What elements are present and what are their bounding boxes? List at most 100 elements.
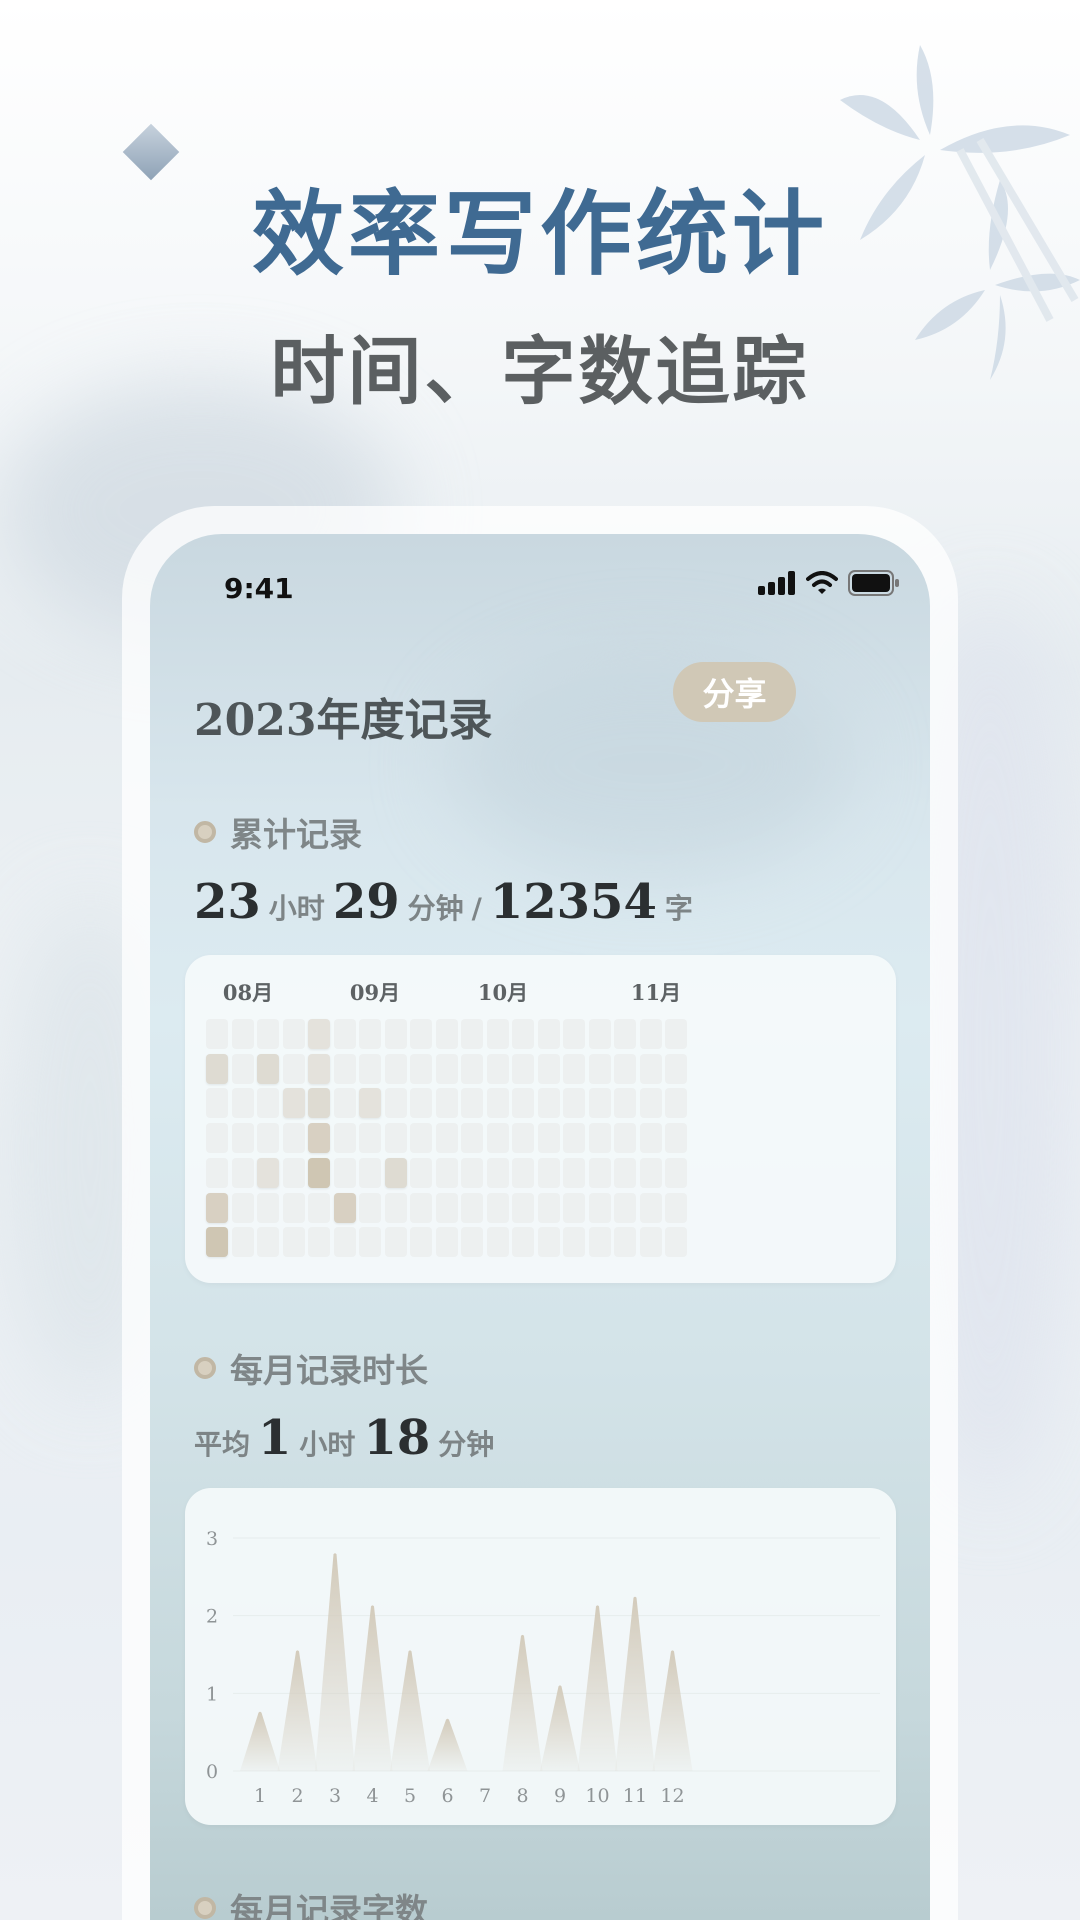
- section-title: 每月记录时长: [230, 1351, 428, 1390]
- heatmap-cell: [333, 1192, 356, 1223]
- heatmap-cell: [512, 1088, 534, 1119]
- heatmap-cell: [410, 1088, 432, 1119]
- heatmap-cell: [231, 1227, 254, 1258]
- heatmap-cell: [206, 1227, 228, 1258]
- heatmap-cell: [410, 1053, 432, 1084]
- heatmap-cell: [282, 1088, 305, 1119]
- status-icons: [758, 570, 900, 596]
- heatmap-cell: [665, 1157, 687, 1188]
- heatmap-cell: [308, 1192, 330, 1223]
- section-monthly-duration: 每月记录时长: [194, 1344, 428, 1392]
- hours-unit: 小时: [299, 1428, 356, 1461]
- heatmap-cell: [537, 1053, 560, 1084]
- minutes-unit: 分钟: [407, 892, 464, 925]
- heatmap-cell: [588, 1088, 611, 1119]
- heatmap-cell: [588, 1192, 611, 1223]
- heatmap-cell: [486, 1192, 509, 1223]
- heatmap-cell: [614, 1192, 636, 1223]
- heatmap-cell: [537, 1019, 560, 1049]
- heatmap-cell: [537, 1088, 560, 1119]
- cumulative-stats: 23 小时 29 分钟 / 12354 字: [194, 874, 693, 930]
- heatmap-cell: [435, 1192, 458, 1223]
- heatmap-cell: [231, 1088, 254, 1119]
- x-tick-label: 1: [254, 1785, 266, 1807]
- heatmap-cell: [588, 1053, 611, 1084]
- heatmap-cell: [461, 1123, 483, 1154]
- month-label: 09月: [349, 980, 401, 1005]
- heatmap-cell: [231, 1157, 254, 1188]
- heatmap-cell: [512, 1053, 534, 1084]
- heatmap-cell: [563, 1088, 585, 1119]
- heatmap-cell: [257, 1192, 279, 1223]
- heatmap-cell: [461, 1088, 483, 1119]
- heatmap-cell: [231, 1192, 254, 1223]
- heatmap-cell: [614, 1123, 636, 1154]
- heatmap-cell: [282, 1192, 305, 1223]
- bullet-dot-icon: [194, 821, 216, 843]
- heatmap-cell: [435, 1227, 458, 1258]
- heatmap-cell: [206, 1157, 228, 1188]
- duration-peak: [277, 1650, 318, 1771]
- heatmap-cell: [512, 1227, 534, 1258]
- section-title: 每月记录字数: [230, 1891, 428, 1920]
- heatmap-cell: [537, 1227, 560, 1258]
- heatmap-cell: [435, 1157, 458, 1188]
- heatmap-cell: [665, 1019, 687, 1049]
- heatmap-cell: [231, 1019, 254, 1049]
- heatmap-cell: [384, 1019, 407, 1049]
- hours-unit: 小时: [268, 892, 325, 925]
- x-tick-label: 3: [329, 1785, 341, 1807]
- heatmap-cell: [461, 1053, 483, 1084]
- heatmap-cell: [384, 1088, 407, 1119]
- heatmap-cell: [282, 1123, 305, 1154]
- heatmap-cell: [308, 1088, 330, 1119]
- heatmap-cell: [665, 1053, 687, 1084]
- heatmap-cell: [410, 1019, 432, 1049]
- battery-icon: [848, 570, 899, 596]
- heatmap-cell: [512, 1192, 534, 1223]
- x-tick-label: 8: [516, 1785, 528, 1807]
- heatmap-cell: [512, 1123, 534, 1154]
- month-label: 08月: [222, 980, 274, 1005]
- section-title: 累计记录: [230, 815, 362, 854]
- heatmap-cell: [614, 1019, 636, 1049]
- signal-icon: [758, 571, 795, 595]
- heatmap-cell: [563, 1123, 585, 1154]
- heatmap-cell: [512, 1019, 534, 1049]
- heatmap-cell: [410, 1192, 432, 1223]
- heatmap-cell: [614, 1053, 636, 1084]
- heatmap-cell: [486, 1088, 509, 1119]
- heatmap-cell: [333, 1053, 356, 1084]
- x-tick-label: 2: [291, 1785, 303, 1807]
- heatmap-cell: [384, 1053, 407, 1084]
- heatmap-cell: [384, 1227, 407, 1258]
- heatmap-cell: [563, 1157, 585, 1188]
- heatmap-cell: [257, 1088, 279, 1119]
- duration-peak: [390, 1650, 430, 1771]
- heatmap-cell: [435, 1123, 458, 1154]
- heatmap-cell: [206, 1123, 228, 1154]
- heatmap-cell: [461, 1019, 483, 1049]
- heatmap-cell: [359, 1227, 381, 1258]
- heatmap-cell: [257, 1227, 279, 1258]
- share-button[interactable]: 分享: [673, 662, 796, 722]
- bamboo-leaves-decoration: [840, 45, 1080, 380]
- heatmap-cell: [486, 1019, 509, 1049]
- heatmap-cell: [231, 1123, 254, 1154]
- heatmap-cell: [333, 1088, 356, 1119]
- x-tick-label: 10: [585, 1785, 609, 1807]
- separator: /: [471, 892, 482, 925]
- heatmap-cell: [537, 1192, 560, 1223]
- heatmap-cell: [665, 1088, 687, 1119]
- average-hours: 1: [258, 1410, 292, 1466]
- heatmap-cell: [333, 1157, 356, 1188]
- minutes-unit: 分钟: [438, 1428, 495, 1461]
- heatmap-cell: [410, 1227, 432, 1258]
- average-minutes: 18: [363, 1410, 431, 1466]
- heatmap-cell: [308, 1123, 330, 1154]
- phone-screen: 9:41 2023年度记录 分享 累计记录 23 小时 29 分钟 / 1235…: [150, 534, 930, 1920]
- average-label: 平均: [194, 1428, 251, 1461]
- average-duration: 平均 1 小时 18 分钟: [194, 1410, 494, 1466]
- heatmap-cell: [359, 1157, 381, 1188]
- heatmap-cell: [639, 1227, 662, 1258]
